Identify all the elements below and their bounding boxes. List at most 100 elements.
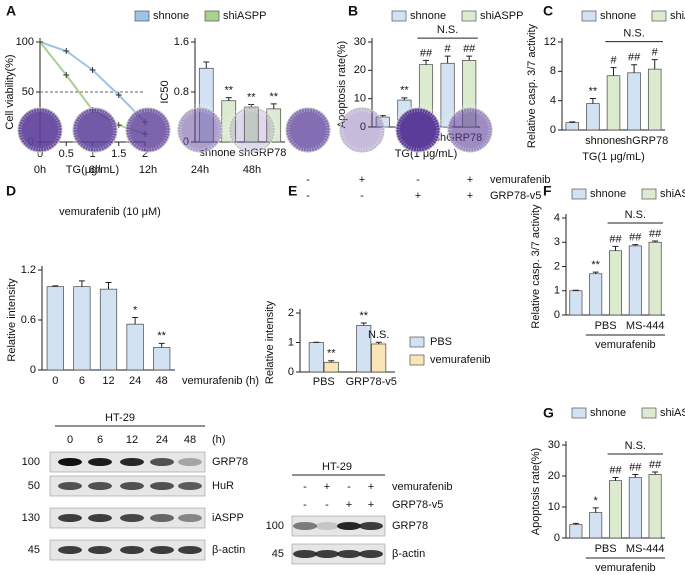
bar xyxy=(609,480,622,539)
legend-swatch xyxy=(461,10,477,22)
y-tick-label: 0.6 xyxy=(21,314,36,326)
colony-texture xyxy=(392,104,444,156)
panel-label: F xyxy=(543,183,552,199)
bar xyxy=(569,290,583,316)
group-label: MS-444 xyxy=(626,320,665,332)
blot-band xyxy=(178,546,202,554)
image-label: 24h xyxy=(191,164,209,176)
bracket-label: N.S. xyxy=(437,24,458,36)
significance-mark: ## xyxy=(420,47,433,59)
group-label: shGRP78 xyxy=(239,147,287,159)
x-tick-label: PBS xyxy=(313,376,335,388)
y-tick-label: 2 xyxy=(554,260,560,272)
blot-band xyxy=(88,514,112,522)
colony-texture xyxy=(226,104,278,156)
significance-mark: * xyxy=(133,304,138,316)
y-tick-label: 30 xyxy=(548,439,560,451)
error-bar xyxy=(132,317,139,325)
panel-label: A xyxy=(6,3,16,19)
bar xyxy=(73,286,91,371)
point-marker xyxy=(89,67,96,73)
legend-swatch xyxy=(571,407,587,419)
condition-sign: - xyxy=(303,499,307,511)
condition-sign: - xyxy=(303,481,307,493)
bar xyxy=(648,241,662,316)
error-bar xyxy=(401,97,408,101)
x-tick-label: GRP78-v5 xyxy=(346,376,397,388)
significance-mark: ** xyxy=(269,91,278,103)
significance-mark: ## xyxy=(649,459,662,471)
row-label: GRP78 xyxy=(212,456,248,468)
x-tick-label: 0 xyxy=(37,148,43,160)
bar xyxy=(589,512,603,539)
error-bar xyxy=(360,322,367,326)
marker-size: 100 xyxy=(22,456,40,468)
error-bar xyxy=(78,280,85,287)
bar xyxy=(565,122,580,131)
blot-band xyxy=(178,458,202,466)
legend-label: shnone xyxy=(590,188,626,200)
bar xyxy=(628,477,642,539)
error-bar xyxy=(52,285,59,287)
legend-swatch xyxy=(409,354,425,366)
blot-band xyxy=(359,522,383,530)
bar xyxy=(647,68,662,131)
error-bar xyxy=(589,97,596,104)
significance-mark: # xyxy=(652,47,659,59)
colony-well xyxy=(447,107,493,153)
colony-well xyxy=(395,107,441,153)
blot-band xyxy=(120,514,144,522)
condition-sign: + xyxy=(368,499,374,511)
blot-band xyxy=(315,522,339,530)
bar xyxy=(628,245,642,316)
blot-band xyxy=(58,458,82,466)
colony-well xyxy=(177,107,223,153)
group-label: shGRP78 xyxy=(621,135,669,147)
image-label: 6h xyxy=(89,164,101,176)
legend-swatch xyxy=(134,10,150,22)
legend-label: shnone xyxy=(153,10,189,22)
y-tick-label: 1 xyxy=(554,285,560,297)
bar xyxy=(589,273,603,316)
colony-texture xyxy=(282,104,334,156)
error-bar xyxy=(612,245,619,251)
significance-mark: ## xyxy=(609,233,622,245)
legend-swatch xyxy=(641,407,657,419)
error-bar xyxy=(270,103,277,109)
legend-label: shnone xyxy=(410,10,446,22)
legend-swatch xyxy=(651,10,667,22)
panel-label: D xyxy=(6,183,16,199)
blot-band xyxy=(88,458,112,466)
bracket-label: N.S. xyxy=(625,440,646,452)
legend-label: shnone xyxy=(600,10,636,22)
significance-mark: ** xyxy=(247,91,256,103)
lane-label: 24 xyxy=(156,434,168,446)
blot-band xyxy=(150,482,174,490)
lane-label: 12 xyxy=(126,434,138,446)
x-axis-label: vemurafenib xyxy=(595,339,656,351)
y-tick-label: 0 xyxy=(288,366,294,378)
colony-well xyxy=(125,107,171,153)
y-axis-label: Apoptosis rate(%) xyxy=(336,41,348,128)
point-marker xyxy=(63,72,70,78)
error-bar xyxy=(225,97,232,101)
condition-sign: - xyxy=(360,190,364,202)
blot-band xyxy=(88,546,112,554)
bar xyxy=(609,250,622,316)
x-tick-label: 6 xyxy=(79,375,85,387)
significance-mark: ** xyxy=(359,310,368,322)
legend-swatch xyxy=(641,188,657,200)
point-marker xyxy=(115,92,122,98)
y-axis-label: Apoptosis rate(%) xyxy=(530,448,542,535)
error-bar xyxy=(328,360,335,363)
condition-sign: + xyxy=(324,481,330,493)
y-tick-label: 4 xyxy=(550,95,556,107)
colony-texture xyxy=(336,104,388,156)
legend-swatch xyxy=(409,336,425,348)
blot-title: HT-29 xyxy=(105,412,135,424)
x-tick-label: 2 xyxy=(142,148,148,160)
bar xyxy=(323,361,339,373)
error-bar xyxy=(632,473,639,478)
colony-well xyxy=(72,107,118,153)
colony-texture xyxy=(444,104,496,156)
